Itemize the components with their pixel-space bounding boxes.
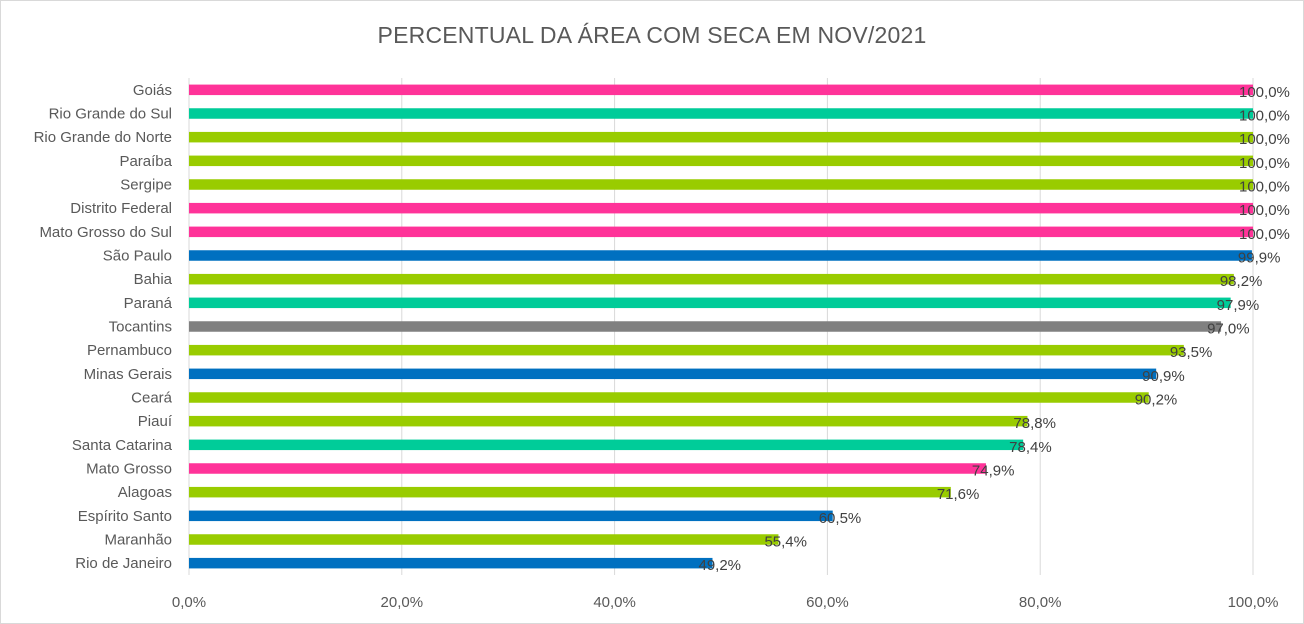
category-label: Paraíba: [119, 153, 172, 170]
data-label: 93,5%: [1170, 344, 1213, 361]
bar: [189, 557, 713, 569]
data-label: 71,6%: [937, 486, 980, 503]
category-label: Piauí: [138, 413, 173, 430]
x-tick-label: 100,0%: [1228, 594, 1279, 611]
bar: [189, 439, 1024, 451]
bar: [189, 486, 951, 498]
data-label: 78,8%: [1013, 415, 1056, 432]
x-tick-label: 80,0%: [1019, 594, 1062, 611]
chart-title: PERCENTUAL DA ÁREA COM SECA EM NOV/2021: [377, 22, 927, 48]
bar: [189, 415, 1028, 427]
bar: [189, 250, 1252, 261]
data-label: 49,2%: [698, 557, 741, 574]
category-label: Bahia: [134, 271, 173, 288]
category-label: Pernambuco: [87, 342, 172, 359]
data-label: 98,2%: [1220, 273, 1263, 290]
data-label: 100,0%: [1239, 226, 1290, 243]
data-label: 100,0%: [1239, 155, 1290, 172]
data-label: 74,9%: [972, 463, 1015, 480]
data-label: 78,4%: [1009, 439, 1052, 456]
category-label: Rio Grande do Norte: [34, 129, 172, 146]
bar: [189, 534, 779, 545]
bar: [189, 84, 1253, 96]
data-label: 100,0%: [1239, 84, 1290, 101]
category-label: Paraná: [124, 295, 173, 312]
data-label: 97,0%: [1207, 321, 1250, 338]
bar: [189, 321, 1222, 332]
category-label: Espírito Santo: [78, 508, 172, 525]
bar: [189, 463, 986, 474]
bar: [189, 510, 833, 522]
bar: [189, 273, 1234, 285]
category-label: Distrito Federal: [70, 200, 172, 217]
category-label: São Paulo: [103, 248, 172, 265]
x-tick-label: 40,0%: [593, 594, 636, 611]
x-tick-label: 20,0%: [381, 594, 424, 611]
category-label: Maranhão: [104, 532, 172, 549]
bar: [189, 344, 1184, 356]
category-label: Rio de Janeiro: [75, 555, 172, 572]
x-tick-label: 60,0%: [806, 594, 849, 611]
category-label: Minas Gerais: [84, 366, 172, 383]
bar: [189, 108, 1253, 119]
data-label: 60,5%: [819, 510, 862, 527]
bar: [189, 179, 1253, 190]
data-label: 100,0%: [1239, 108, 1290, 125]
bar: [189, 202, 1253, 214]
category-label: Santa Catarina: [72, 437, 173, 454]
bar: [189, 155, 1253, 167]
data-label: 100,0%: [1239, 202, 1290, 219]
data-label: 90,9%: [1142, 368, 1185, 385]
data-label: 100,0%: [1239, 179, 1290, 196]
category-label: Ceará: [131, 390, 173, 407]
category-label: Alagoas: [118, 484, 172, 501]
category-label: Goiás: [133, 82, 172, 99]
category-label: Rio Grande do Sul: [49, 106, 172, 123]
category-label: Mato Grosso: [86, 461, 172, 478]
data-label: 100,0%: [1239, 131, 1290, 148]
bar: [189, 368, 1157, 380]
bar: [189, 131, 1253, 143]
data-label: 55,4%: [764, 534, 807, 551]
data-label: 97,9%: [1217, 297, 1260, 314]
category-label: Tocantins: [109, 319, 172, 336]
data-label: 90,2%: [1135, 392, 1178, 409]
bar: [189, 392, 1149, 403]
category-label: Sergipe: [120, 177, 172, 194]
category-label: Mato Grosso do Sul: [39, 224, 172, 241]
x-tick-label: 0,0%: [172, 594, 206, 611]
data-label: 99,9%: [1238, 250, 1281, 267]
bar: [189, 226, 1253, 238]
bar: [189, 297, 1231, 309]
